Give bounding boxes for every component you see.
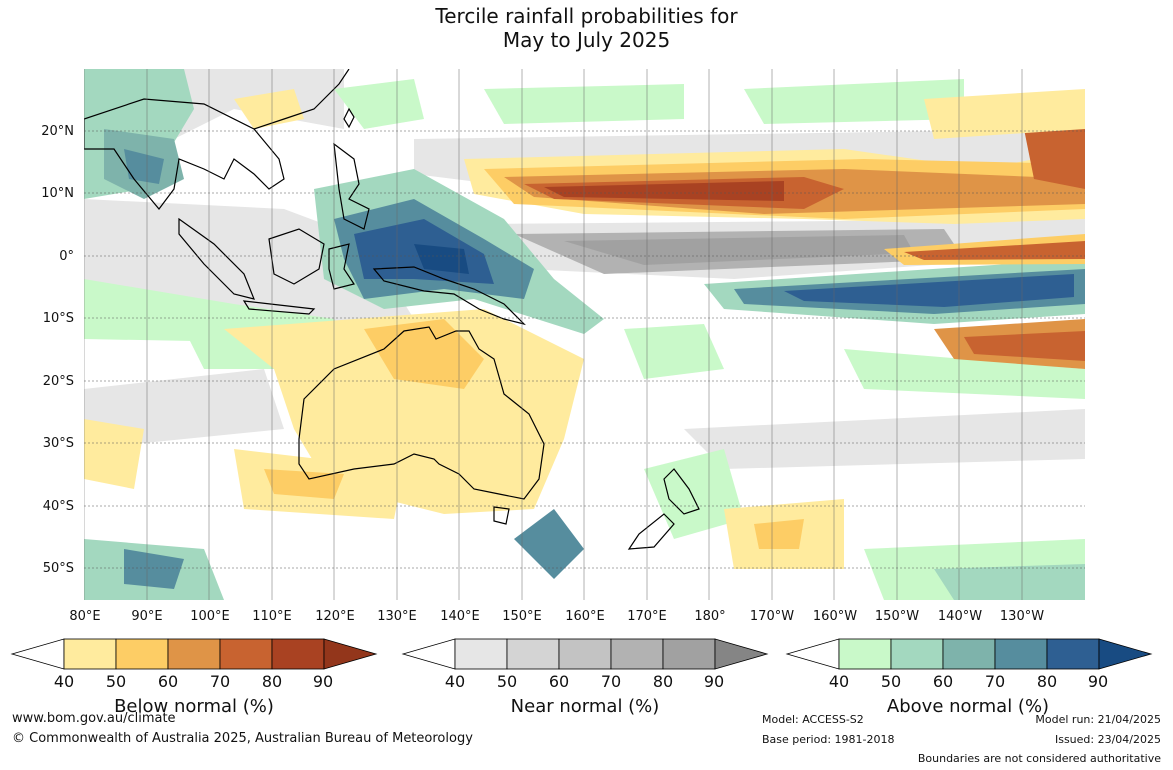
cbar-near-tick-80: 80: [652, 672, 674, 691]
lon-label-160w: 160°W: [812, 609, 858, 624]
cbar-below-tick-60: 60: [157, 672, 179, 691]
cbar-below-title: Below normal (%): [114, 696, 274, 717]
cbar-near-tick-50: 50: [496, 672, 518, 691]
rainfall-probability-map: [84, 69, 1085, 600]
map-title: Tercile rainfall probabilities for May t…: [0, 4, 1173, 52]
cbar-below-tick-50: 50: [105, 672, 127, 691]
lat-label-30s: 30°S: [42, 436, 74, 451]
cbar-above-min: [785, 638, 840, 670]
lon-label-120e: 120°E: [315, 609, 355, 624]
cbar-near-tick-90: 90: [703, 672, 725, 691]
lon-label-130e: 130°E: [377, 609, 417, 624]
cbar-below-60: [115, 638, 169, 670]
footer-model: Model: ACCESS-S2: [762, 713, 864, 726]
mainland-asia-outline: [84, 98, 285, 210]
cbar-above-tick-60: 60: [932, 672, 954, 691]
cbar-below-max: [323, 638, 378, 670]
cbar-above-90: [1046, 638, 1100, 670]
cbar-near-max: [714, 638, 769, 670]
lon-label-150e: 150°E: [502, 609, 542, 624]
tasmania-outline: [493, 506, 510, 525]
footer-issued: Issued: 23/04/2025: [1054, 733, 1161, 746]
java-outline: [242, 300, 316, 315]
cbar-near-60: [506, 638, 560, 670]
taiwan-outline: [343, 107, 355, 129]
lon-label-140e: 140°E: [440, 609, 480, 624]
lon-label-140w: 140°W: [937, 609, 983, 624]
graticule: [84, 130, 1085, 569]
cbar-below-tick-40: 40: [53, 672, 75, 691]
colorbar-below-normal: [10, 638, 378, 670]
cbar-below-50: [63, 638, 117, 670]
lat-label-10s: 10°S: [42, 311, 74, 326]
cbar-below-tick-70: 70: [209, 672, 231, 691]
cbar-above-tick-40: 40: [828, 672, 850, 691]
cbar-below-70: [167, 638, 221, 670]
lon-label-100e: 100°E: [190, 609, 230, 624]
cbar-above-50: [838, 638, 892, 670]
cbar-near-min: [401, 638, 456, 670]
cbar-below-90: [271, 638, 325, 670]
china-coast-outline: [253, 69, 350, 130]
cbar-near-tick-70: 70: [600, 672, 622, 691]
footer-base-period: Base period: 1981-2018: [762, 733, 895, 746]
lon-label-160e: 160°E: [565, 609, 605, 624]
cbar-above-tick-90: 90: [1087, 672, 1109, 691]
cbar-near-50: [454, 638, 508, 670]
cbar-above-tick-80: 80: [1036, 672, 1058, 691]
cbar-above-70: [942, 638, 996, 670]
lon-label-130w: 130°W: [999, 609, 1045, 624]
coastlines: [84, 69, 700, 550]
cbar-near-90: [662, 638, 716, 670]
cbar-below-80: [219, 638, 273, 670]
lat-label-10n: 10°N: [41, 186, 74, 201]
cbar-below-tick-90: 90: [312, 672, 334, 691]
lon-label-170w: 170°W: [749, 609, 795, 624]
lat-label-20s: 20°S: [42, 374, 74, 389]
lat-label-equator: 0°: [59, 249, 74, 264]
map-canvas: [84, 69, 1085, 600]
borneo-outline: [268, 228, 325, 285]
australia-outline: [298, 326, 545, 500]
lat-label-40s: 40°S: [42, 499, 74, 514]
cbar-near-80: [610, 638, 664, 670]
new-zealand-outline: [627, 468, 700, 550]
new-guinea-outline: [372, 266, 526, 326]
lon-label-150w: 150°W: [874, 609, 920, 624]
footer-disclaimer: Boundaries are not considered authoritat…: [917, 752, 1161, 765]
sulawesi-outline: [328, 243, 355, 290]
philippines-outline: [333, 142, 370, 230]
colorbar-above-normal: [785, 638, 1153, 670]
cbar-above-60: [890, 638, 944, 670]
lon-label-180: 180°: [694, 609, 726, 624]
lon-label-170e: 170°E: [627, 609, 667, 624]
title-line-2: May to July 2025: [502, 28, 671, 52]
cbar-above-title: Above normal (%): [886, 696, 1050, 717]
cbar-above-tick-50: 50: [880, 672, 902, 691]
cbar-near-tick-60: 60: [548, 672, 570, 691]
above-normal-regions: [84, 69, 1085, 600]
cbar-above-80: [994, 638, 1048, 670]
cbar-near-tick-40: 40: [444, 672, 466, 691]
cbar-above-max: [1098, 638, 1153, 670]
lat-label-20n: 20°N: [41, 124, 74, 139]
lon-label-90e: 90°E: [131, 609, 163, 624]
footer-model-run: Model run: 21/04/2025: [1035, 713, 1161, 726]
sumatra-outline: [178, 217, 255, 300]
footer-copyright: © Commonwealth of Australia 2025, Austra…: [12, 731, 473, 746]
lon-label-80e: 80°E: [69, 609, 101, 624]
footer-url-link[interactable]: www.bom.gov.au/climate: [12, 711, 176, 726]
cbar-near-70: [558, 638, 612, 670]
cbar-below-min: [10, 638, 65, 670]
lat-label-50s: 50°S: [42, 561, 74, 576]
lon-label-110e: 110°E: [252, 609, 292, 624]
title-line-1: Tercile rainfall probabilities for: [435, 4, 738, 28]
colorbar-near-normal: [401, 638, 769, 670]
meridians: [84, 69, 1023, 600]
cbar-near-title: Near normal (%): [510, 696, 660, 717]
cbar-below-tick-80: 80: [261, 672, 283, 691]
cbar-above-tick-70: 70: [984, 672, 1006, 691]
